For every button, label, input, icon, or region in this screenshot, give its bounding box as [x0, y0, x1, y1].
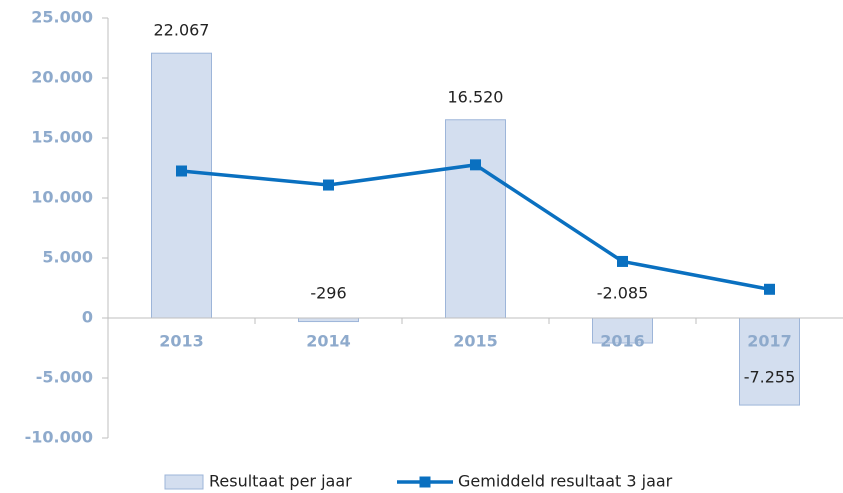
legend-swatch [164, 474, 204, 490]
y-tick-label: 25.000 [31, 8, 93, 27]
y-tick-label: 0 [82, 308, 93, 327]
legend-marker [419, 476, 431, 488]
y-tick-label: -10.000 [25, 428, 93, 447]
x-tick-label: 2013 [159, 332, 204, 351]
legend-label: Resultaat per jaar [209, 472, 352, 491]
marker [176, 165, 187, 177]
legend-label: Gemiddeld resultaat 3 jaar [458, 472, 673, 491]
x-tick-label: 2017 [747, 332, 792, 351]
data-label: -7.255 [744, 368, 796, 387]
data-label: 16.520 [448, 87, 504, 106]
bar [445, 119, 506, 319]
x-tick-label: 2016 [600, 332, 645, 351]
bar [151, 52, 212, 319]
data-label: -296 [310, 284, 346, 303]
data-label: -2.085 [597, 284, 649, 303]
bar [298, 317, 359, 323]
marker [617, 255, 628, 267]
y-tick-label: 5.000 [42, 248, 93, 267]
y-tick-label: 15.000 [31, 128, 93, 147]
y-tick-label: 10.000 [31, 188, 93, 207]
x-tick-label: 2014 [306, 332, 351, 351]
marker [764, 283, 775, 295]
bar [739, 317, 800, 406]
y-tick-label: 20.000 [31, 68, 93, 87]
y-tick-label: -5.000 [36, 368, 93, 387]
x-tick-label: 2015 [453, 332, 498, 351]
data-label: 22.067 [154, 21, 210, 40]
marker [470, 159, 481, 171]
marker [323, 179, 334, 191]
